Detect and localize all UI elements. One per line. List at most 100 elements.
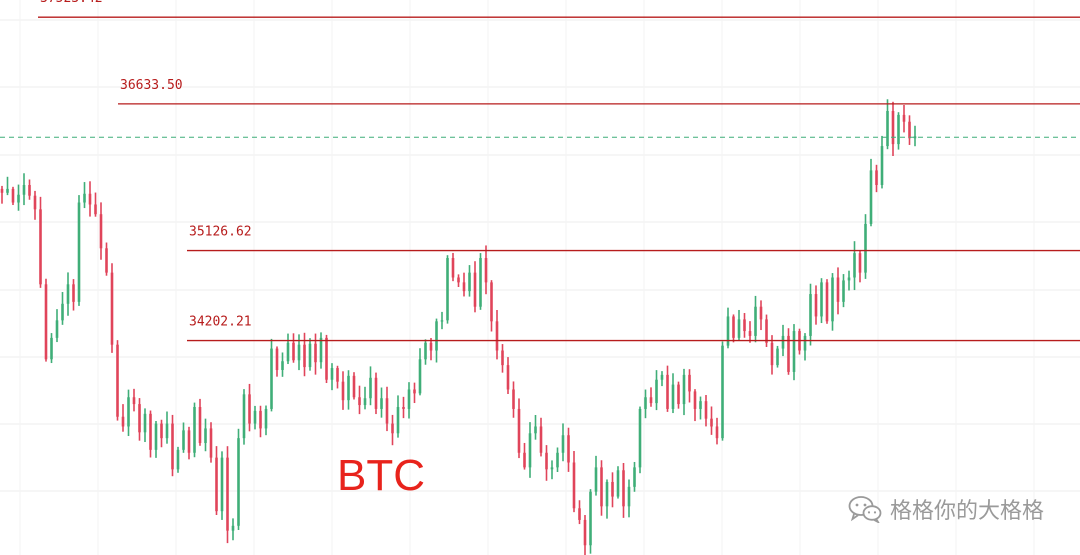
candle-body: [149, 413, 152, 450]
candle-body: [105, 248, 108, 273]
candle: [495, 309, 499, 360]
candle: [281, 352, 284, 377]
candle-body: [523, 452, 526, 468]
candle: [737, 309, 741, 341]
candle: [429, 337, 433, 361]
candle-body: [127, 397, 130, 427]
candle-body: [781, 335, 785, 349]
candle-body: [391, 423, 394, 434]
candle-body: [644, 397, 647, 409]
candle-body: [347, 375, 350, 401]
candle-body: [297, 344, 301, 361]
candle: [314, 333, 317, 375]
candle-body: [688, 374, 691, 392]
candle: [660, 371, 664, 387]
candles: [0, 99, 917, 555]
candle-body: [550, 467, 554, 470]
candle-body: [72, 284, 75, 302]
candle: [710, 406, 713, 435]
candle-body: [897, 114, 900, 145]
candle: [66, 272, 70, 316]
candle-body: [583, 519, 587, 546]
candle: [671, 373, 675, 414]
candle: [253, 405, 257, 430]
candle-body: [479, 258, 482, 307]
candle-body: [803, 335, 807, 351]
candle: [446, 255, 449, 324]
candle-body: [253, 410, 257, 424]
candle: [308, 338, 312, 371]
candle-body: [517, 408, 521, 453]
candle-body: [99, 214, 103, 249]
candle: [649, 387, 653, 407]
candle-body: [77, 202, 81, 302]
candle-body: [440, 320, 444, 322]
candle-body: [402, 407, 405, 409]
candle-body: [171, 423, 174, 470]
candle-body: [858, 253, 862, 273]
candle: [28, 179, 31, 200]
candle: [539, 417, 543, 457]
candle-body: [94, 204, 97, 215]
candle: [215, 446, 218, 516]
candle-body: [286, 342, 290, 362]
candle-body: [671, 384, 675, 409]
candle: [132, 388, 136, 412]
candle: [319, 332, 323, 369]
price-level: 37523.42: [38, 0, 1080, 18]
candle: [534, 415, 537, 440]
candle-body: [534, 426, 537, 434]
candle: [462, 272, 466, 297]
candle-body: [704, 401, 708, 419]
candle: [176, 446, 180, 473]
candle-body: [165, 423, 169, 439]
candle-body: [237, 438, 240, 526]
candle-body: [600, 467, 603, 507]
candle: [341, 371, 345, 410]
candle-body: [33, 195, 37, 210]
candle: [908, 115, 911, 145]
candle: [259, 405, 262, 438]
candle-body: [396, 407, 400, 434]
candle-body: [594, 467, 598, 492]
price-level-label: 35126.62: [189, 225, 252, 240]
candle-body: [902, 114, 906, 122]
candle: [88, 181, 92, 217]
candle-body: [660, 374, 664, 380]
candle-body: [501, 350, 504, 366]
candle-body: [622, 470, 625, 507]
candle: [226, 446, 229, 544]
candle-body: [814, 294, 818, 317]
candle-body: [44, 284, 48, 360]
candle: [748, 321, 752, 343]
candle: [506, 357, 510, 395]
candle: [803, 333, 807, 361]
candle-body: [242, 394, 246, 439]
candle: [33, 190, 37, 220]
candle: [594, 455, 598, 496]
candle-body: [215, 457, 218, 512]
candle-body: [787, 335, 790, 372]
candle-body: [655, 379, 658, 404]
candle: [440, 311, 444, 330]
candle: [611, 472, 614, 508]
candle-body: [748, 331, 752, 336]
candle: [567, 427, 570, 472]
candle: [77, 195, 81, 306]
candle: [72, 279, 75, 311]
candle-body: [572, 462, 576, 509]
candle-body: [61, 303, 64, 321]
candle-body: [154, 423, 158, 450]
candle: [468, 265, 471, 297]
candle: [622, 463, 625, 518]
candle: [94, 192, 97, 217]
candle: [869, 158, 873, 227]
candle-body: [352, 375, 356, 398]
candle: [17, 184, 20, 211]
candle-body: [891, 111, 895, 145]
candle: [138, 398, 141, 441]
candle: [578, 500, 581, 525]
candle-body: [792, 331, 796, 372]
candle: [198, 398, 202, 446]
